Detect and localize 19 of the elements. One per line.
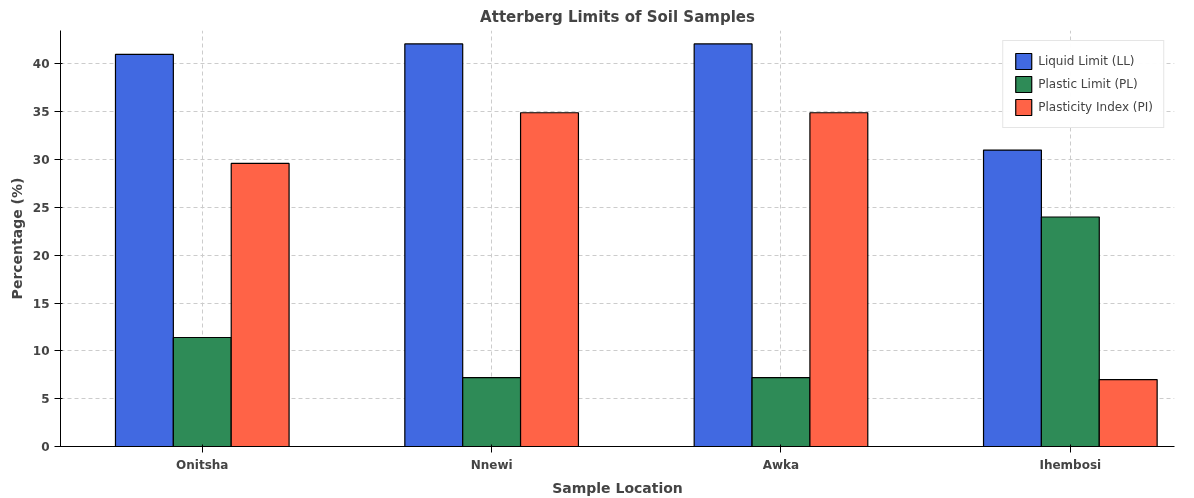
- x-tick-label: Ihembosi: [1039, 457, 1102, 472]
- y-tick-label: 20: [32, 248, 50, 263]
- y-tick-label: 25: [32, 200, 50, 215]
- x-tick-label: Awka: [762, 457, 800, 472]
- x-tick-label: Nnewi: [470, 457, 513, 472]
- y-axis-title: Percentage (%): [8, 177, 25, 300]
- x-tick-label: Onitsha: [176, 457, 229, 472]
- y-tick-label: 10: [32, 344, 50, 359]
- y-tick-label: 15: [32, 296, 50, 311]
- legend-label: Liquid Limit (LL): [1038, 54, 1135, 68]
- chart-title: Atterberg Limits of Soil Samples: [480, 7, 755, 26]
- y-tick-label: 30: [32, 153, 50, 168]
- y-tick-label: 40: [32, 57, 50, 72]
- legend-label: Plasticity Index (PI): [1038, 100, 1153, 114]
- y-tick-label: 0: [41, 440, 50, 454]
- y-tick-label: 5: [41, 392, 50, 407]
- x-axis-title: Sample Location: [552, 479, 683, 496]
- legend-label: Plastic Limit (PL): [1038, 77, 1138, 91]
- y-tick-label: 35: [32, 105, 50, 120]
